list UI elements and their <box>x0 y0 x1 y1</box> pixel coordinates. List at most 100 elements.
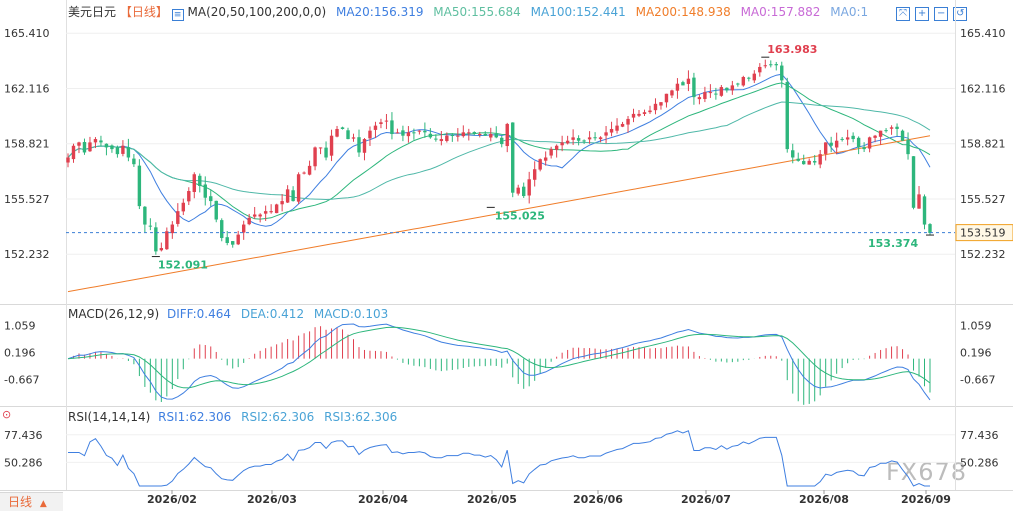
candle[interactable] <box>763 65 767 67</box>
candle[interactable] <box>203 184 207 198</box>
candle[interactable] <box>511 122 515 193</box>
candle[interactable] <box>401 130 405 136</box>
candle[interactable] <box>77 142 81 146</box>
candle[interactable] <box>225 237 229 243</box>
candle[interactable] <box>571 137 575 140</box>
candle[interactable] <box>313 147 317 167</box>
candle[interactable] <box>472 132 476 135</box>
candle[interactable] <box>917 194 921 209</box>
candle[interactable] <box>708 92 713 94</box>
candle[interactable] <box>878 130 883 137</box>
candle[interactable] <box>269 211 273 213</box>
candle[interactable] <box>170 224 175 234</box>
candle[interactable] <box>357 137 361 153</box>
candle[interactable] <box>560 142 564 146</box>
candle[interactable] <box>653 103 658 111</box>
candle[interactable] <box>802 161 806 165</box>
candle[interactable] <box>900 130 905 141</box>
candle[interactable] <box>856 137 861 148</box>
zoom-in-icon[interactable]: + <box>915 7 930 21</box>
candle[interactable] <box>719 87 724 96</box>
candle[interactable] <box>554 145 559 150</box>
candle[interactable] <box>467 132 471 134</box>
candle[interactable] <box>681 82 685 86</box>
candle[interactable] <box>922 196 927 225</box>
candle[interactable] <box>582 140 586 142</box>
candle[interactable] <box>500 137 504 145</box>
candle[interactable] <box>659 102 663 106</box>
candle[interactable] <box>88 142 92 152</box>
candle[interactable] <box>280 201 284 205</box>
candle[interactable] <box>187 191 191 202</box>
candle[interactable] <box>615 125 619 131</box>
candle[interactable] <box>165 231 169 250</box>
candle[interactable] <box>747 77 751 79</box>
candle[interactable] <box>82 142 87 153</box>
candle[interactable] <box>307 165 312 175</box>
candle[interactable] <box>829 142 833 146</box>
candle[interactable] <box>494 133 498 138</box>
candle[interactable] <box>889 127 894 129</box>
candle[interactable] <box>609 128 614 133</box>
candle[interactable] <box>154 227 158 252</box>
candle[interactable] <box>598 137 603 140</box>
candle[interactable] <box>263 211 268 214</box>
candle[interactable] <box>873 135 877 138</box>
target-icon[interactable]: ⊙ <box>2 408 12 421</box>
candle[interactable] <box>928 224 932 233</box>
candle[interactable] <box>911 156 916 208</box>
candle[interactable] <box>121 145 125 154</box>
candle[interactable] <box>126 147 131 158</box>
candle[interactable] <box>428 133 433 138</box>
candle[interactable] <box>384 120 389 122</box>
candle[interactable] <box>906 139 910 155</box>
candle[interactable] <box>648 110 652 113</box>
candle[interactable] <box>335 128 339 137</box>
candle[interactable] <box>137 165 142 207</box>
candle[interactable] <box>703 92 707 99</box>
candle[interactable] <box>823 142 828 154</box>
candle[interactable] <box>93 139 98 143</box>
candle[interactable] <box>834 140 839 148</box>
candle[interactable] <box>714 93 718 95</box>
candle[interactable] <box>362 139 367 153</box>
candle[interactable] <box>373 125 378 130</box>
candle[interactable] <box>143 206 147 225</box>
candle[interactable] <box>450 135 455 137</box>
zoom-out-icon[interactable]: − <box>934 7 949 21</box>
candle[interactable] <box>132 158 136 165</box>
candle[interactable] <box>543 157 548 161</box>
candle[interactable] <box>884 130 888 132</box>
candle[interactable] <box>478 134 482 136</box>
candle[interactable] <box>741 77 746 86</box>
candle[interactable] <box>769 64 773 66</box>
candle[interactable] <box>576 138 581 141</box>
candle[interactable] <box>692 77 696 98</box>
candle[interactable] <box>483 133 487 136</box>
candle[interactable] <box>148 225 153 227</box>
candle[interactable] <box>406 132 411 137</box>
candle[interactable] <box>845 137 850 140</box>
reset-icon[interactable]: ↺ <box>953 7 968 21</box>
candle[interactable] <box>214 200 218 220</box>
candle[interactable] <box>340 127 345 129</box>
candle[interactable] <box>796 158 800 161</box>
candle[interactable] <box>527 179 531 196</box>
candle[interactable] <box>115 147 120 155</box>
candle[interactable] <box>351 137 356 139</box>
candle[interactable] <box>867 137 872 149</box>
candle[interactable] <box>851 135 855 140</box>
candle[interactable] <box>593 137 597 139</box>
candle[interactable] <box>725 87 729 91</box>
candle[interactable] <box>181 202 186 212</box>
candle[interactable] <box>412 132 416 134</box>
candle[interactable] <box>642 112 647 114</box>
candle[interactable] <box>258 214 262 217</box>
period-tab[interactable]: 日线 ▲ <box>0 492 63 511</box>
settings-icon[interactable]: ≡ <box>171 9 184 21</box>
candle[interactable] <box>489 134 493 138</box>
candle[interactable] <box>346 130 350 140</box>
candle[interactable] <box>423 130 427 133</box>
candle[interactable] <box>812 161 817 163</box>
